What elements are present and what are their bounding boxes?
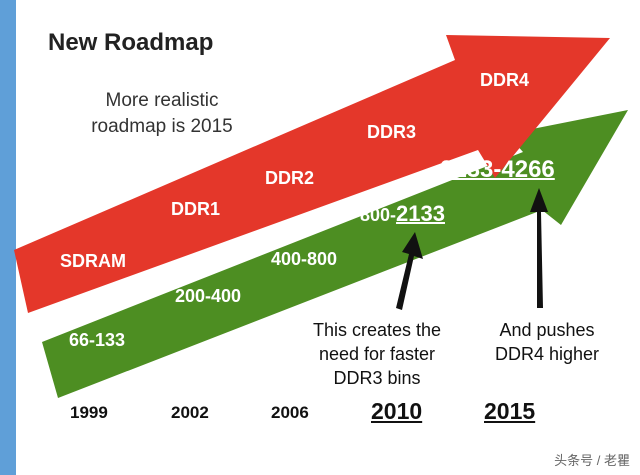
year-2006: 2006 [271, 403, 309, 422]
year-2010: 2010 [371, 398, 423, 424]
red-arrow [14, 35, 610, 313]
subtitle: More realistic roadmap is 2015 [91, 90, 233, 137]
label-2133-4266: 2133-4266 [440, 156, 555, 183]
label-800-prefix: 800- [360, 205, 397, 225]
label-2133-highlight: 2133 [396, 201, 445, 226]
page-title: New Roadmap [48, 29, 214, 56]
label-ddr2: DDR2 [265, 168, 315, 188]
green-arrow [42, 110, 628, 398]
label-ddr3: DDR3 [367, 122, 417, 142]
label-66-133: 66-133 [69, 330, 126, 350]
note-ddr3-bins: This creates the need for faster DDR3 bi… [312, 320, 442, 388]
label-400-800: 400-800 [271, 249, 338, 269]
label-ddr4: DDR4 [480, 70, 530, 90]
label-200-400: 200-400 [175, 286, 242, 306]
callout-arrow-left [396, 232, 423, 310]
year-2002: 2002 [171, 403, 209, 422]
label-sdram: SDRAM [60, 251, 126, 271]
callout-arrow-right [530, 188, 548, 308]
year-1999: 1999 [70, 403, 108, 422]
year-2015: 2015 [484, 398, 536, 424]
watermark: 头条号 / 老瞿 [554, 453, 630, 468]
note-ddr4-higher: And pushes DDR4 higher [494, 320, 600, 364]
side-accent-bar [0, 0, 16, 475]
label-800-2133: 800-2133 [360, 203, 445, 225]
label-ddr1: DDR1 [171, 199, 221, 219]
